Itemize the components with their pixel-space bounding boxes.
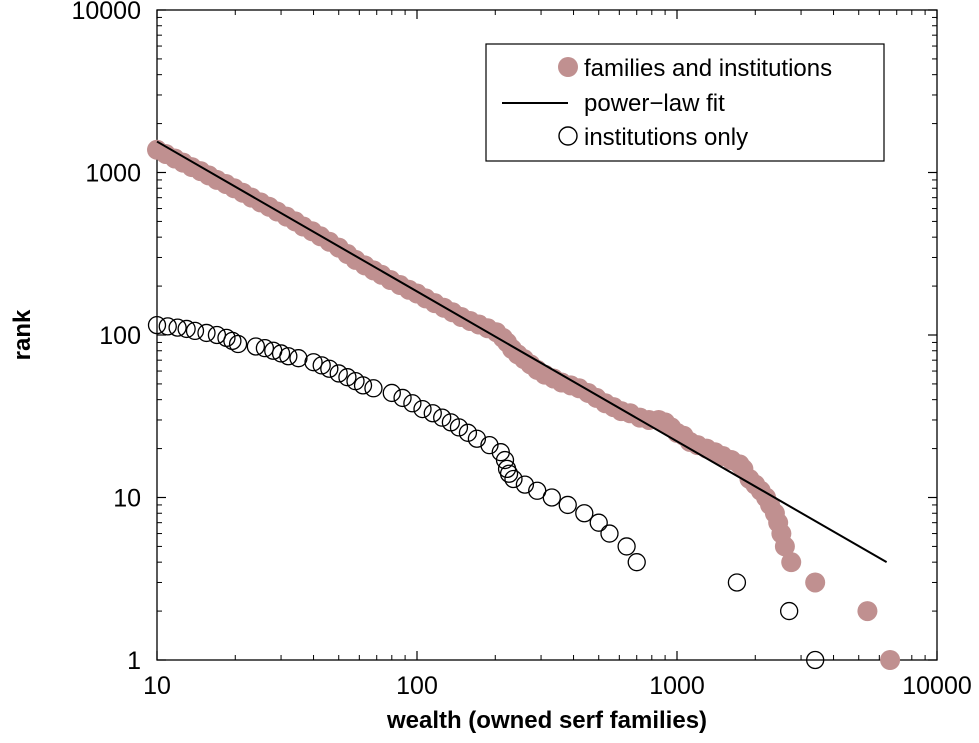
institutions-point [228, 334, 248, 354]
institutions-point [246, 337, 266, 356]
institutions-point [177, 319, 196, 339]
institutions-point [589, 513, 608, 532]
institutions-point [338, 368, 357, 387]
institutions-point [504, 469, 523, 489]
institutions-point [382, 383, 401, 403]
institutions-point [806, 650, 825, 670]
institutions-point [542, 488, 561, 507]
institutions-point [158, 317, 177, 336]
institutions-point [600, 524, 619, 543]
institutions-point [558, 495, 577, 515]
institutions-point [312, 356, 331, 375]
institutions-point [279, 347, 298, 366]
y-tick-label: 1 [127, 647, 141, 675]
legend-swatch-institutions [558, 126, 578, 146]
institutions-point [458, 423, 478, 442]
institutions-point [185, 321, 205, 341]
institutions-point [271, 344, 291, 363]
series-layer [147, 139, 901, 670]
y-tick-label: 10 [113, 485, 141, 513]
institutions-point [480, 435, 499, 455]
legend-label-fit: power−law fit [584, 90, 725, 117]
institutions-point [467, 429, 487, 448]
institutions-point [353, 376, 373, 395]
institutions-point [403, 394, 422, 413]
power-law-fit-line [156, 140, 888, 564]
institutions-point [495, 450, 515, 470]
institutions-point [499, 464, 519, 483]
institutions-point [364, 379, 383, 398]
institutions-point [413, 399, 432, 419]
y-tick-label: 100 [99, 322, 141, 350]
institutions-point [197, 323, 216, 343]
legend: families and institutions power−law fit … [485, 43, 885, 162]
institutions-point [627, 553, 646, 572]
institutions-point [168, 318, 187, 337]
y-tick-label: 1000 [85, 160, 141, 188]
legend-swatch-families [558, 57, 578, 77]
y-tick-label: 10000 [71, 0, 141, 25]
institutions-point [515, 475, 535, 494]
institutions-point [393, 388, 412, 408]
institutions-point [320, 359, 339, 378]
institutions-point [780, 601, 799, 621]
y-axis-title: rank [9, 309, 36, 360]
institutions-point [304, 353, 323, 372]
x-axis-title: wealth (owned serf families) [386, 707, 707, 734]
families-point [781, 552, 802, 573]
institutions-point [289, 349, 308, 368]
institutions-point [329, 364, 348, 383]
institutions-point [575, 504, 594, 523]
institutions-point [727, 573, 747, 592]
families-point [857, 601, 878, 622]
institutions-point [223, 331, 242, 351]
families-point [880, 650, 901, 670]
legend-label-families: families and institutions [584, 55, 832, 82]
institutions-point [423, 404, 442, 423]
x-tick-label: 1000 [649, 672, 705, 700]
legend-label-institutions: institutions only [584, 124, 748, 151]
institutions-point [147, 315, 167, 335]
families-point [774, 536, 795, 557]
x-tick-label: 10 [143, 672, 171, 700]
institutions-point [449, 418, 469, 437]
x-tick-label: 10000 [902, 672, 972, 700]
institutions-point [433, 408, 452, 427]
institutions-point [617, 537, 636, 556]
institutions-point [255, 338, 275, 358]
x-tick-label: 100 [396, 672, 438, 700]
families-point [805, 572, 826, 593]
